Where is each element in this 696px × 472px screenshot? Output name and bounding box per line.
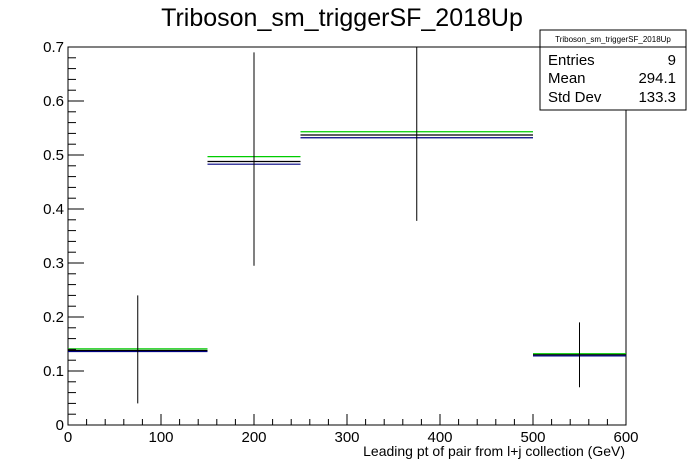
x-tick-label: 200 xyxy=(241,429,266,446)
x-tick-label: 600 xyxy=(613,429,638,446)
axis-ticks: 0 100 200 300 400 500 600 0 0.1 0.2 0.3 0.4 0.5 0.6 0.… xyxy=(43,39,638,446)
y-tick-label: 0.5 xyxy=(43,147,64,164)
chart-title: Triboson_sm_triggerSF_2018Up xyxy=(161,4,523,32)
stats-stddev-value: 133.3 xyxy=(638,89,676,106)
stats-box-title: Triboson_sm_triggerSF_2018Up xyxy=(555,35,671,44)
stats-entries-value: 9 xyxy=(668,52,676,69)
stats-entries-label: Entries xyxy=(548,52,595,69)
stats-mean-value: 294.1 xyxy=(638,70,676,87)
y-tick-label: 0.7 xyxy=(43,39,64,56)
stats-stddev-label: Std Dev xyxy=(548,89,602,106)
plot-area: 0 100 200 300 400 500 600 0 0.1 0.2 0.3 0.4 0.5 0.6 0.… xyxy=(43,39,638,446)
y-tick-label: 0.1 xyxy=(43,363,64,380)
y-tick-label: 0 xyxy=(56,417,64,434)
x-tick-label: 500 xyxy=(520,429,545,446)
histogram-bins xyxy=(68,47,626,404)
x-axis-label: Leading pt of pair from l+j collection (… xyxy=(363,443,625,459)
y-tick-label: 0.6 xyxy=(43,93,64,110)
y-tick-label: 0.4 xyxy=(43,201,64,218)
stats-box-frame xyxy=(539,29,687,111)
x-tick-label: 400 xyxy=(427,429,452,446)
stats-mean-label: Mean xyxy=(548,70,586,87)
x-tick-label: 100 xyxy=(148,429,173,446)
y-tick-label: 0.3 xyxy=(43,255,64,272)
x-tick-label: 300 xyxy=(334,429,359,446)
x-tick-label: 0 xyxy=(64,429,72,446)
stats-box: Triboson_sm_triggerSF_2018Up Entries 9 M… xyxy=(539,29,687,111)
y-tick-label: 0.2 xyxy=(43,309,64,326)
